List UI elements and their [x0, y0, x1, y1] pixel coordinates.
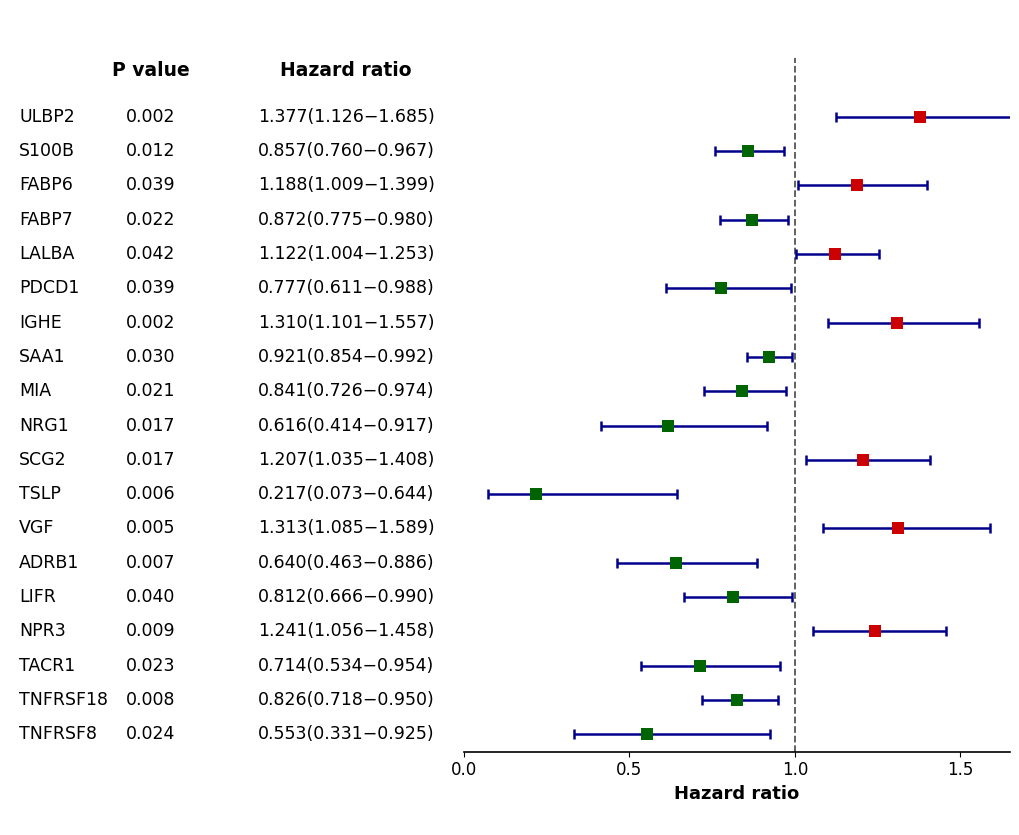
Text: 1.188(1.009−1.399): 1.188(1.009−1.399)	[258, 176, 434, 195]
Text: 0.714(0.534−0.954): 0.714(0.534−0.954)	[258, 656, 434, 675]
Text: 0.022: 0.022	[126, 210, 175, 229]
Text: 0.005: 0.005	[126, 519, 175, 538]
Text: 1.207(1.035−1.408): 1.207(1.035−1.408)	[258, 451, 434, 469]
Text: LIFR: LIFR	[19, 588, 56, 606]
Text: 0.826(0.718−0.950): 0.826(0.718−0.950)	[258, 691, 434, 709]
Text: 0.030: 0.030	[126, 348, 175, 366]
Text: 0.012: 0.012	[126, 142, 175, 160]
Text: NPR3: NPR3	[19, 622, 66, 640]
Point	[865, 625, 881, 638]
Point	[826, 247, 843, 261]
Text: 0.841(0.726−0.974): 0.841(0.726−0.974)	[258, 382, 434, 400]
Text: TNFRSF18: TNFRSF18	[19, 691, 108, 709]
Point	[723, 590, 740, 604]
Point	[734, 385, 750, 398]
Text: 1.310(1.101−1.557): 1.310(1.101−1.557)	[258, 314, 434, 331]
Text: 0.006: 0.006	[126, 485, 175, 504]
Text: S100B: S100B	[19, 142, 75, 160]
Point	[667, 556, 684, 569]
Point	[739, 144, 755, 158]
Text: 0.023: 0.023	[126, 656, 175, 675]
Text: PDCD1: PDCD1	[19, 280, 79, 297]
Text: IGHE: IGHE	[19, 314, 62, 331]
Point	[848, 179, 864, 192]
Text: 0.777(0.611−0.988): 0.777(0.611−0.988)	[258, 280, 434, 297]
Text: 0.007: 0.007	[126, 554, 175, 572]
Text: LALBA: LALBA	[19, 245, 74, 263]
Point	[854, 453, 870, 467]
Text: ULBP2: ULBP2	[19, 108, 75, 126]
Point	[889, 316, 905, 329]
Text: TACR1: TACR1	[19, 656, 75, 675]
Text: 1.377(1.126−1.685): 1.377(1.126−1.685)	[258, 108, 434, 126]
Text: 0.553(0.331−0.925): 0.553(0.331−0.925)	[258, 726, 434, 743]
Point	[744, 213, 760, 226]
Point	[890, 522, 906, 535]
Point	[729, 693, 745, 706]
Point	[527, 488, 543, 501]
Text: 0.002: 0.002	[126, 108, 175, 126]
Text: MIA: MIA	[19, 382, 51, 400]
Text: SCG2: SCG2	[19, 451, 67, 469]
X-axis label: Hazard ratio: Hazard ratio	[674, 785, 799, 802]
Text: FABP6: FABP6	[19, 176, 73, 195]
Text: 0.857(0.760−0.967): 0.857(0.760−0.967)	[258, 142, 434, 160]
Text: 0.021: 0.021	[126, 382, 175, 400]
Text: 0.024: 0.024	[126, 726, 175, 743]
Text: 0.017: 0.017	[126, 451, 175, 469]
Text: 0.921(0.854−0.992): 0.921(0.854−0.992)	[258, 348, 434, 366]
Text: SAA1: SAA1	[19, 348, 66, 366]
Point	[692, 659, 708, 672]
Text: VGF: VGF	[19, 519, 55, 538]
Text: 0.002: 0.002	[126, 314, 175, 331]
Text: 0.008: 0.008	[126, 691, 175, 709]
Text: 1.313(1.085−1.589): 1.313(1.085−1.589)	[258, 519, 434, 538]
Point	[712, 281, 729, 295]
Point	[638, 727, 654, 741]
Point	[760, 350, 776, 363]
Text: FABP7: FABP7	[19, 210, 73, 229]
Text: ADRB1: ADRB1	[19, 554, 79, 572]
Text: 0.812(0.666−0.990): 0.812(0.666−0.990)	[257, 588, 434, 606]
Text: 0.017: 0.017	[126, 417, 175, 434]
Point	[910, 110, 926, 124]
Text: 0.009: 0.009	[126, 622, 175, 640]
Text: 1.122(1.004−1.253): 1.122(1.004−1.253)	[258, 245, 434, 263]
Text: 0.640(0.463−0.886): 0.640(0.463−0.886)	[258, 554, 434, 572]
Text: 0.616(0.414−0.917): 0.616(0.414−0.917)	[258, 417, 434, 434]
Text: 0.217(0.073−0.644): 0.217(0.073−0.644)	[258, 485, 434, 504]
Text: TNFRSF8: TNFRSF8	[19, 726, 97, 743]
Text: Hazard ratio: Hazard ratio	[280, 61, 412, 80]
Text: 0.039: 0.039	[126, 280, 175, 297]
Text: 0.042: 0.042	[126, 245, 175, 263]
Text: 0.872(0.775−0.980): 0.872(0.775−0.980)	[258, 210, 434, 229]
Text: 1.241(1.056−1.458): 1.241(1.056−1.458)	[258, 622, 434, 640]
Text: 0.040: 0.040	[126, 588, 175, 606]
Text: 0.039: 0.039	[126, 176, 175, 195]
Point	[659, 419, 676, 433]
Text: P value: P value	[112, 61, 190, 80]
Text: TSLP: TSLP	[19, 485, 61, 504]
Text: NRG1: NRG1	[19, 417, 69, 434]
